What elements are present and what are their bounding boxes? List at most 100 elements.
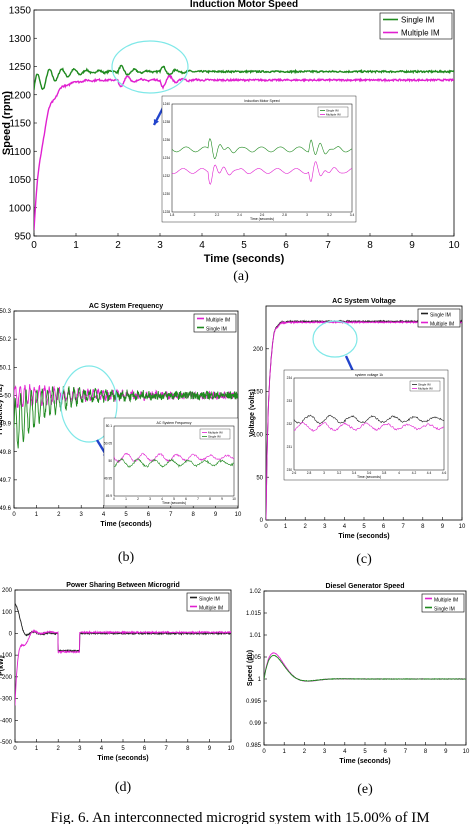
inset-x-tick: 3: [306, 213, 308, 217]
x-tick-label: 5: [363, 749, 367, 755]
highlight-circle: [60, 365, 118, 443]
inset-x-tick: 3: [323, 471, 325, 475]
figure-caption: (a): [233, 269, 249, 284]
x-tick-label: 10: [228, 746, 235, 752]
x-tick-label: 2: [303, 749, 307, 755]
x-tick-label: 7: [402, 524, 406, 530]
y-tick-label: 50: [4, 394, 11, 400]
inset-y-tick: 1230: [163, 192, 170, 196]
inset-x-tick: 4: [398, 471, 400, 475]
inset-x-tick: 6: [185, 497, 187, 501]
x-tick-label: 0: [12, 512, 16, 518]
inset-series-line: [171, 161, 353, 185]
y-tick-label: 0.99: [249, 721, 261, 727]
x-tick-label: 8: [367, 240, 373, 251]
inset-legend-label: Single IM: [208, 435, 221, 439]
x-axis-label: Time (seconds): [338, 533, 389, 540]
x-tick-label: 1: [73, 240, 79, 251]
inset-legend-label: Multiple IM: [326, 113, 341, 117]
y-tick-label: 0.995: [246, 699, 262, 705]
series-line: [15, 629, 231, 706]
x-tick-label: 3: [80, 512, 84, 518]
legend-label: Multiple IM: [199, 606, 223, 612]
inset-x-tick: 3.2: [327, 213, 332, 217]
highlight-circle: [312, 320, 358, 358]
inset-y-tick: 230: [287, 468, 293, 472]
inset-series-line: [113, 458, 235, 468]
y-tick-label: 49.6: [0, 506, 12, 512]
inset-x-tick: 10: [232, 497, 236, 501]
chart-title: AC System Voltage: [332, 298, 396, 305]
inset-x-tick: 3.4: [352, 471, 357, 475]
plot-area: [263, 590, 467, 746]
x-tick-label: 2: [57, 746, 61, 752]
inset-legend-label: Multiple IM: [208, 431, 223, 435]
inset-legend-box: [317, 106, 349, 118]
y-tick-label: 0: [9, 632, 13, 638]
inset-y-tick: 50: [108, 459, 112, 463]
figure-caption: (d): [115, 780, 132, 795]
x-tick-label: 4: [343, 749, 347, 755]
inset-a: Induction Motor Speed 1.8 2 2.2 2.4 2.6 2.8 3 3.…: [111, 40, 357, 223]
inset-x-tick: 2: [137, 497, 139, 501]
inset-legend-box: [409, 380, 441, 392]
x-tick-label: 7: [325, 240, 331, 251]
y-tick-label: -500: [0, 740, 13, 746]
inset-y-tick: 50.1: [106, 424, 112, 428]
y-tick-label: 1100: [9, 147, 31, 158]
chart-title: Power Sharing Between Microgrid: [66, 582, 180, 589]
figure-caption: (e): [357, 782, 373, 797]
x-tick-label: 9: [444, 749, 448, 755]
y-tick-label: 1.01: [249, 633, 261, 639]
inset-x-tick: 2: [194, 213, 196, 217]
inset-legend-label: Single IM: [418, 383, 431, 387]
inset-x-label: Time (seconds): [162, 501, 186, 505]
inset-x-tick: 7: [197, 497, 199, 501]
x-tick-label: 4: [100, 746, 104, 752]
legend-box: [421, 593, 465, 613]
y-tick-label: 1250: [9, 62, 32, 73]
inset-x-tick: 2.6: [292, 471, 297, 475]
inset-y-tick: 233: [287, 399, 293, 403]
y-tick-label: 100: [2, 610, 13, 616]
series-line: [264, 654, 466, 682]
inset-y-tick: 1232: [163, 174, 170, 178]
y-tick-label: 50.3: [0, 309, 12, 315]
inset-x-tick: 2.6: [260, 213, 265, 217]
inset-x-tick: 0: [113, 497, 115, 501]
y-tick-label: 49.7: [0, 478, 12, 484]
inset-x-tick: 8: [209, 497, 211, 501]
inset-y-tick: 1234: [163, 156, 170, 160]
arrow-head: [153, 119, 159, 125]
legend-label: Single IM: [434, 607, 455, 613]
y-tick-label: 200: [2, 588, 13, 594]
x-tick-label: 4: [199, 240, 205, 251]
x-tick-label: 2: [115, 240, 121, 251]
x-tick-label: 1: [283, 749, 287, 755]
x-tick-label: 2: [304, 524, 308, 530]
x-tick-label: 8: [192, 512, 196, 518]
series-line: [34, 74, 454, 231]
y-tick-label: 950: [14, 232, 31, 243]
y-tick-label: 100: [253, 433, 264, 439]
inset-legend-box: [199, 428, 231, 440]
y-tick-label: 1350: [9, 6, 32, 17]
inset-series-line: [293, 421, 445, 432]
y-tick-label: 1050: [9, 175, 32, 186]
x-tick-label: 1: [35, 746, 39, 752]
legend-label: Multiple IM: [434, 598, 458, 604]
x-tick-label: 6: [147, 512, 151, 518]
x-axis-label: Time (seconds): [100, 521, 151, 528]
x-axis-label: Time (seconds): [97, 755, 148, 762]
x-tick-label: 9: [208, 746, 212, 752]
x-tick-label: 0: [262, 749, 266, 755]
inset-x-tick: 4.2: [412, 471, 417, 475]
x-tick-label: 10: [448, 240, 460, 251]
inset-x-tick: 2.8: [307, 471, 312, 475]
series-line: [14, 386, 238, 449]
inset-x-tick: 2.2: [215, 213, 220, 217]
y-tick-label: 50.2: [0, 337, 12, 343]
x-tick-label: 9: [441, 524, 445, 530]
x-tick-label: 5: [241, 240, 247, 251]
